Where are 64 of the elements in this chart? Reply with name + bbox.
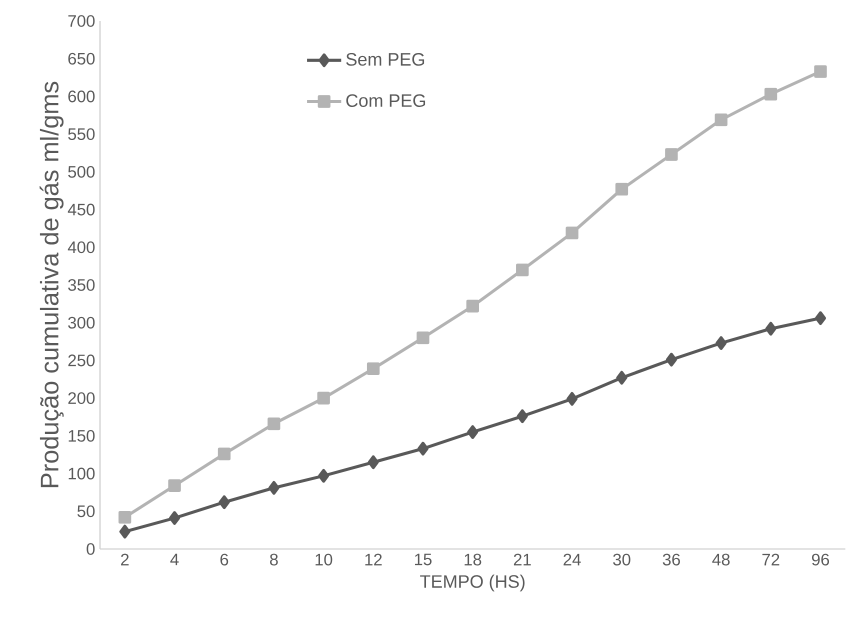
point (268, 481, 280, 495)
point (218, 495, 230, 510)
point (666, 352, 677, 367)
y-tick-label: 500 (68, 166, 95, 178)
x-tick-label: 8 (270, 554, 278, 566)
x-tick-label: 18 (464, 554, 482, 566)
y-tick-label: 50 (77, 505, 95, 518)
point (665, 148, 678, 161)
point (716, 336, 727, 350)
point (516, 409, 528, 424)
point (118, 510, 132, 524)
point (119, 524, 130, 538)
point (366, 362, 380, 376)
point (616, 370, 628, 385)
y-tick-label: 700 (68, 15, 95, 27)
x-tick-label: 72 (762, 554, 780, 566)
y-tick-label: 650 (68, 52, 95, 65)
y-tick-label: 0 (86, 543, 95, 555)
y-axis-title: Produção cumulativa de gás ml/gms (40, 82, 64, 488)
point (317, 392, 330, 404)
point (466, 300, 480, 312)
point (168, 479, 181, 492)
x-tick-label: 21 (514, 554, 531, 566)
point (417, 442, 429, 456)
y-tick-label: 300 (68, 316, 95, 329)
legend-label: Sem PEG (346, 52, 424, 66)
y-tick-label: 250 (68, 354, 95, 366)
point (516, 264, 529, 276)
x-tick-label: 36 (662, 554, 680, 566)
x-tick-label: 4 (170, 554, 179, 566)
point (615, 182, 628, 196)
x-tick-label: 24 (564, 554, 581, 566)
y-tick-label: 200 (68, 392, 95, 404)
point (814, 311, 826, 326)
x-tick-label: 6 (220, 554, 228, 566)
y-tick-label: 550 (68, 128, 95, 140)
point (764, 88, 778, 100)
point (268, 417, 280, 430)
y-tick-label: 100 (68, 468, 95, 480)
x-tick-label: 30 (613, 554, 630, 566)
point (218, 448, 231, 460)
legend-label: Com PEG (346, 94, 426, 107)
y-tick-label: 350 (68, 279, 95, 291)
y-tick-label: 150 (68, 430, 95, 442)
point (566, 392, 578, 406)
x-axis-title: TEMPO (HS) (420, 574, 525, 592)
x-tick-label: 12 (365, 554, 382, 566)
x-tick-label: 15 (414, 554, 432, 566)
x-tick-label: 10 (316, 554, 332, 566)
x-tick-label: 48 (712, 554, 730, 566)
y-tick-label: 600 (68, 90, 95, 102)
point (566, 226, 578, 240)
point (416, 331, 430, 344)
point (765, 322, 776, 336)
point (714, 113, 728, 126)
point (467, 425, 478, 439)
x-tick-label: 96 (812, 554, 830, 566)
point (368, 455, 379, 470)
point (169, 511, 180, 525)
y-tick-label: 450 (68, 204, 95, 216)
x-tick-label: 2 (121, 554, 129, 566)
y-tick-label: 400 (68, 241, 95, 254)
point (814, 65, 827, 78)
point (318, 468, 330, 483)
